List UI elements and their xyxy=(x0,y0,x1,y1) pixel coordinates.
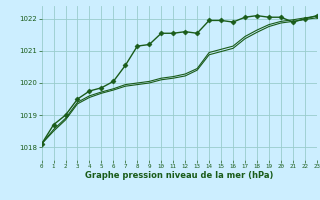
X-axis label: Graphe pression niveau de la mer (hPa): Graphe pression niveau de la mer (hPa) xyxy=(85,171,273,180)
